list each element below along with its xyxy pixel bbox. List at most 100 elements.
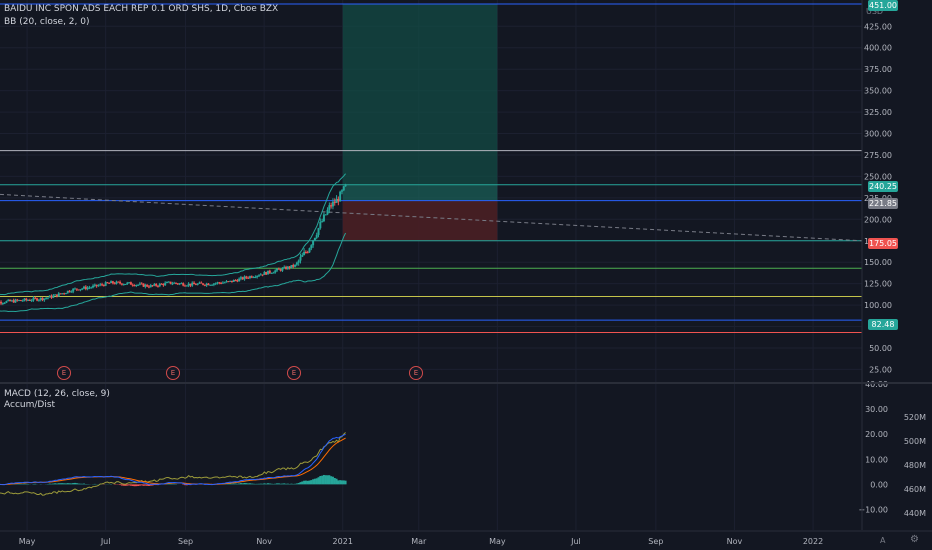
macd-histogram-bar — [322, 474, 325, 485]
macd-histogram-bar — [137, 484, 140, 487]
macd-histogram-bar — [153, 484, 156, 486]
candle-body — [64, 293, 67, 295]
candle-body — [265, 272, 268, 275]
macd-histogram-bar — [290, 483, 293, 485]
candle-body — [90, 287, 93, 289]
macd-histogram-bar — [72, 483, 75, 485]
price-tag-top: 451.00 — [868, 0, 898, 11]
accum-legend[interactable]: Accum/Dist — [4, 400, 56, 410]
macd-y-tick-label: 40.00 — [865, 380, 888, 389]
macd-histogram-bar — [68, 483, 71, 485]
candle-body — [339, 191, 342, 202]
candle-body — [279, 269, 282, 271]
candle-body — [50, 295, 53, 298]
macd-histogram-bar — [135, 484, 138, 487]
macd-histogram-bar — [281, 483, 284, 485]
macd-histogram-bar — [270, 483, 273, 485]
macd-histogram-bar — [339, 480, 342, 485]
candle-body — [218, 282, 221, 284]
candle-body — [306, 252, 309, 254]
candle-body — [23, 298, 26, 301]
candle-body — [75, 288, 78, 290]
candle-body — [151, 285, 154, 287]
earnings-marker[interactable]: E — [287, 366, 301, 380]
macd-histogram-bar — [342, 480, 345, 485]
gear-icon[interactable]: ⚙ — [910, 534, 919, 545]
macd-histogram-bar — [126, 484, 129, 486]
candle-body — [165, 282, 168, 284]
x-tick-label: Nov — [727, 537, 743, 546]
candle-body — [54, 294, 57, 296]
macd-histogram-bar — [144, 484, 147, 486]
macd-histogram-bar — [227, 483, 230, 485]
accum-y-tick-label: 520M — [904, 413, 926, 422]
price-tag-target: 240.25 — [868, 181, 898, 192]
macd-y-tick-label: 30.00 — [865, 405, 888, 414]
candle-body — [158, 283, 161, 287]
y-tick-label: 150.00 — [864, 258, 892, 267]
macd-histogram-bar — [277, 483, 280, 485]
earnings-marker[interactable]: E — [57, 366, 71, 380]
candle-body — [321, 221, 324, 223]
macd-histogram-bar — [232, 483, 235, 485]
earnings-marker[interactable]: E — [166, 366, 180, 380]
x-tick-label: Jul — [100, 537, 111, 546]
macd-histogram-bar — [64, 483, 67, 485]
candle-body — [288, 266, 291, 268]
candle-body — [194, 284, 197, 286]
macd-histogram-bar — [230, 483, 233, 485]
macd-histogram-bar — [321, 475, 324, 485]
candle-body — [216, 282, 219, 284]
macd-histogram-bar — [285, 483, 288, 485]
candle-body — [292, 265, 295, 267]
candle-body — [86, 287, 89, 290]
candle-body — [104, 282, 107, 286]
y-tick-label: 100.00 — [864, 301, 892, 310]
candle-body — [25, 298, 28, 301]
candle-body — [247, 277, 250, 279]
candle-body — [207, 283, 210, 286]
y-tick-label: 25.00 — [869, 365, 892, 374]
y-tick-label: 325.00 — [864, 108, 892, 117]
macd-histogram-bar — [279, 483, 282, 485]
candle-body — [232, 279, 235, 282]
candle-body — [196, 283, 199, 285]
candle-body — [333, 201, 336, 203]
macd-y-tick-label: −10.00 — [858, 505, 888, 514]
signal-line — [0, 437, 346, 486]
candle-body — [63, 293, 66, 295]
stop-zone — [342, 200, 498, 241]
x-tick-label: Nov — [256, 537, 272, 546]
macd-histogram-bar — [59, 483, 62, 485]
macd-histogram-bar — [122, 484, 125, 486]
candle-body — [308, 248, 311, 253]
candle-body — [169, 281, 172, 284]
macd-histogram-bar — [265, 483, 268, 485]
macd-histogram-bar — [326, 475, 329, 485]
candle-body — [274, 270, 277, 273]
candle-body — [115, 281, 118, 284]
macd-histogram-bar — [241, 483, 244, 485]
macd-histogram-bar — [19, 483, 22, 485]
auto-scale-button[interactable]: A — [880, 536, 886, 545]
macd-histogram-bar — [25, 483, 28, 485]
candle-body — [276, 268, 279, 271]
candle-body — [331, 201, 334, 207]
macd-histogram-bar — [340, 480, 343, 485]
earnings-marker[interactable]: E — [409, 366, 423, 380]
candle-body — [12, 300, 15, 303]
bb-legend[interactable]: BB (20, close, 2, 0) — [4, 17, 90, 27]
candle-body — [129, 282, 132, 285]
macd-histogram-bar — [147, 484, 150, 486]
macd-histogram-bar — [248, 483, 251, 485]
macd-histogram-bar — [18, 483, 21, 485]
macd-histogram-bar — [261, 483, 264, 485]
macd-histogram-bar — [308, 480, 311, 485]
macd-histogram-bar — [344, 480, 347, 485]
macd-histogram-bar — [169, 483, 172, 485]
macd-legend[interactable]: MACD (12, 26, close, 9) — [4, 389, 110, 399]
candle-body — [88, 287, 91, 289]
candle-body — [230, 280, 233, 282]
macd-histogram-bar — [234, 483, 237, 485]
